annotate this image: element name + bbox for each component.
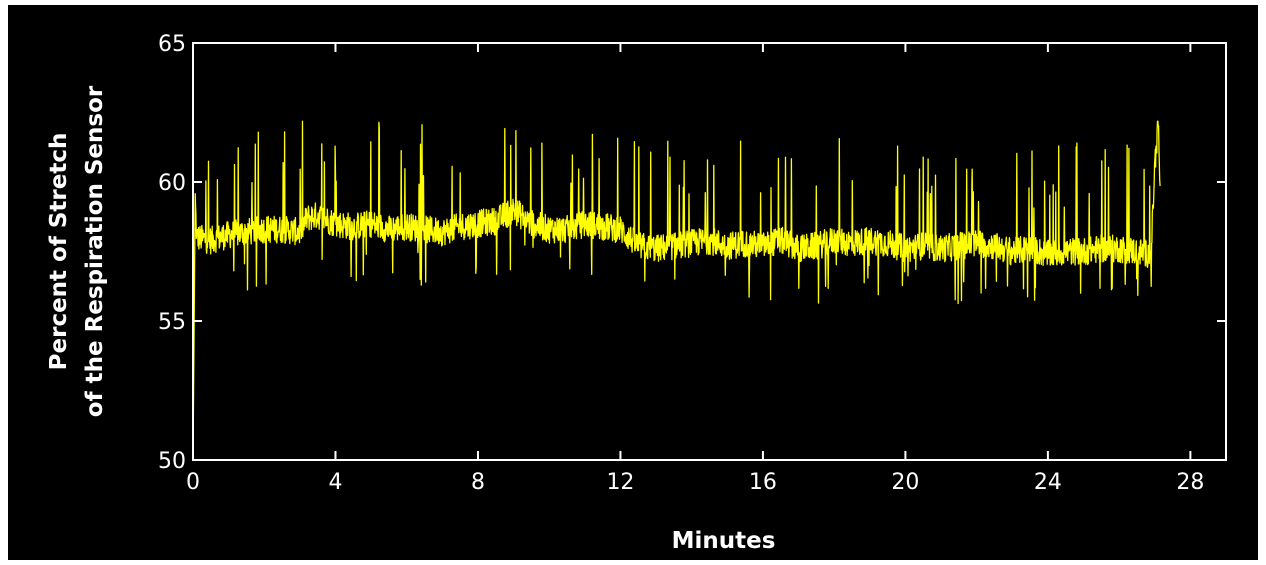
line-chart: 0 4 8 12 16 20 24 28 50 55 60 65 Minutes Percent of S… [46, 32, 1227, 554]
y-tick-label: 65 [158, 32, 186, 57]
series-line [192, 120, 1161, 461]
x-tick-label: 16 [749, 470, 777, 495]
x-tick-label: 28 [1176, 470, 1204, 495]
plot-border [192, 42, 1227, 461]
x-tick-label: 8 [471, 470, 485, 495]
x-axis-label: Minutes [672, 528, 776, 554]
y-tick-label: 60 [158, 171, 186, 196]
axis-labels: 0 4 8 12 16 20 24 28 50 55 60 65 Minutes Percent of S… [46, 32, 1204, 554]
y-axis-label: Percent of Stretch [46, 133, 72, 371]
y-axis-label: of the Respiration Sensor [82, 85, 108, 417]
y-tick-label: 50 [158, 449, 186, 474]
y-tick-label: 55 [158, 310, 186, 335]
series-layer [192, 120, 1161, 461]
chart-frame: 0 4 8 12 16 20 24 28 50 55 60 65 Minutes Percent of S… [8, 5, 1258, 560]
x-tick-label: 12 [606, 470, 634, 495]
x-tick-label: 20 [891, 470, 919, 495]
axes [192, 42, 1227, 461]
x-tick-label: 0 [186, 470, 200, 495]
x-tick-label: 24 [1034, 470, 1062, 495]
x-tick-label: 4 [328, 470, 342, 495]
